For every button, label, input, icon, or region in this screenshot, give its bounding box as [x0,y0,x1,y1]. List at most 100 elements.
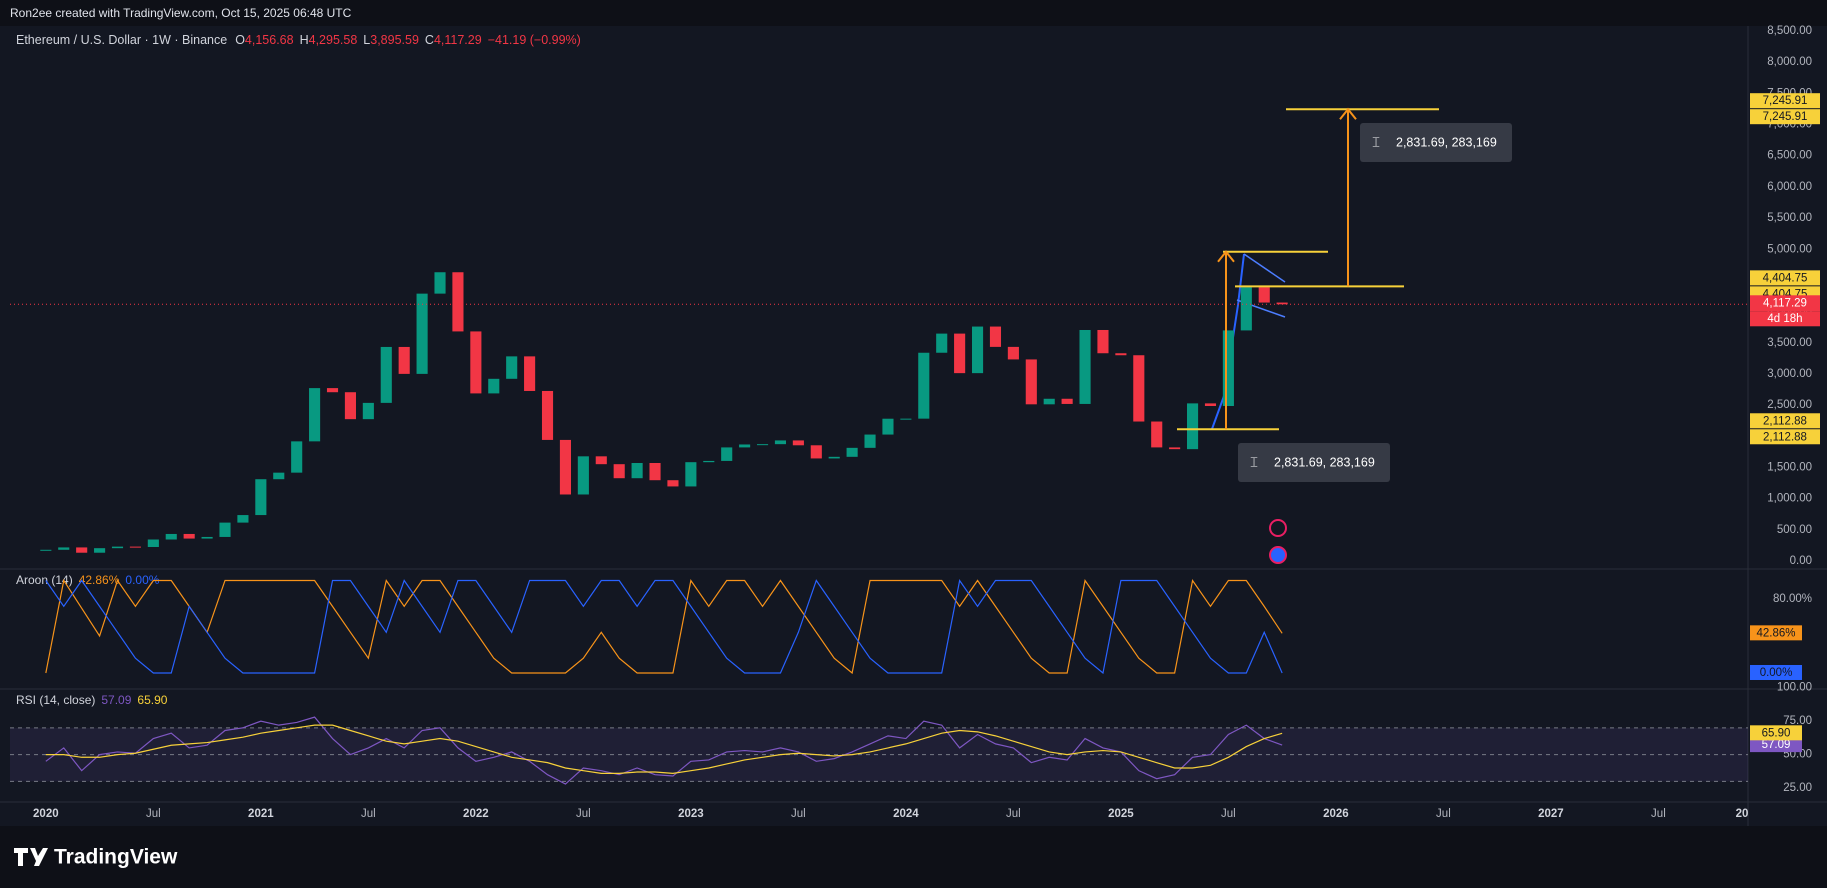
x-tick-label: Jul [1006,808,1021,820]
candle-body [595,456,607,465]
candle-body [506,356,518,379]
candle-body [76,547,88,553]
candle-body [40,549,52,551]
x-tick-label: Jul [1651,808,1666,820]
price-tag-box [1750,413,1820,429]
candle-body [488,378,500,394]
legend-item: C [425,33,434,47]
x-tick-label: 2023 [678,808,704,820]
candle-body [828,456,840,459]
x-tick-label: 20 [1736,808,1749,820]
value-box [1750,737,1802,753]
price-tag-box [1750,429,1820,445]
y-tick-label: 1,500.00 [1767,462,1812,474]
legend-item: −41.19 (−0.99%) [488,33,581,47]
candle-body [613,464,625,479]
y-tick-label: 1,000.00 [1767,493,1812,505]
candle-body [577,456,589,495]
candle-body [434,272,446,294]
rsi-band [10,727,1748,782]
price-tag-label: 4,404.75 [1763,272,1808,284]
legend: Ethereum / U.S. Dollar · 1W · Binance O 4,… [16,33,581,47]
y-tick-label: 3,000.00 [1767,368,1812,380]
candle-body [129,546,141,548]
candle-body [631,462,643,479]
event-icon [1269,546,1287,564]
candle-body [1043,398,1055,405]
x-tick-label: 2025 [1108,808,1134,820]
candle-body [900,418,912,420]
logo-mark [14,848,48,866]
price-tag-label: 2,112.88 [1763,415,1807,427]
candle-body [165,533,177,540]
x-tick-label: 2022 [463,808,489,820]
measure-label: 2,831.69, 283,169 [1274,455,1375,469]
legend-item: L [363,33,370,47]
y-tick-label: 5,000.00 [1767,243,1812,255]
value-box-label: 0.00% [1760,667,1793,679]
candle-body [1276,302,1288,305]
price-tag-label: 7,245.91 [1763,95,1808,107]
measure-icon: ⌶ [1250,454,1258,469]
x-tick-label: Jul [1436,808,1451,820]
y-tick-label: 3,500.00 [1767,337,1812,349]
candle-body [1204,403,1217,407]
last-price-label: 4,117.29 [1763,297,1807,309]
y-tick-label: 5,500.00 [1767,212,1812,224]
legend-item: O [235,33,245,47]
candle-body [774,440,787,445]
candle-body [1007,346,1019,360]
candle-body [846,447,858,457]
candle-body [1240,287,1252,331]
candle-body [1258,287,1270,303]
x-tick-label: Jul [361,808,376,820]
candle-body [1133,355,1145,422]
y-tick-label: 25.00 [1783,782,1812,794]
candle-body [559,439,571,495]
candle-body [792,440,804,446]
y-tick-label: 8,000.00 [1767,56,1812,68]
event-icon [1269,519,1287,537]
candle-body [452,272,464,332]
footer-bar [0,826,1827,888]
price-tag-label: 2,112.88 [1763,431,1807,443]
candle-body [201,536,213,539]
logo-text: TradingView [54,846,178,869]
candle-body [541,390,554,440]
legend-item: 3,895.59 [370,33,419,47]
candle-body [1079,329,1091,404]
y-tick-label: 8,500.00 [1767,25,1812,37]
y-tick-label: 6,500.00 [1767,150,1812,162]
candle-body [703,460,715,463]
legend-item: 4,117.29 [434,33,482,47]
candle-body [255,479,267,516]
candle-body [1097,329,1109,354]
countdown-box [1750,311,1820,327]
y-tick-label: 75.00 [1783,715,1812,727]
candle-body [882,418,894,435]
candle-body [470,331,482,394]
indicator-line [45,716,1283,785]
candle-body [1061,398,1073,404]
measure-icon: ⌶ [1372,134,1380,149]
candle-body [219,522,231,537]
pane-legend: RSI (14, close) 57.09 65.90 [16,693,168,707]
flag-line [1243,253,1286,283]
measure-label: 2,831.69, 283,169 [1396,135,1497,149]
value-box-label: 57.09 [1762,739,1791,751]
candle-body [918,352,930,419]
candle-body [380,346,392,403]
value-box [1750,725,1802,741]
candle-body [237,515,249,523]
candle-body [273,472,285,480]
candle-body [58,547,70,550]
pane-legend: Aroon (14) 42.86% 0.00% [16,573,160,587]
countdown-label: 4d 18h [1767,313,1802,325]
candle-body [183,533,195,539]
x-tick-label: Jul [791,808,806,820]
value-box-label: 42.86% [1756,627,1795,639]
legend-item: Ethereum / U.S. Dollar · 1W · Binance [16,33,227,47]
candle-body [667,480,679,487]
